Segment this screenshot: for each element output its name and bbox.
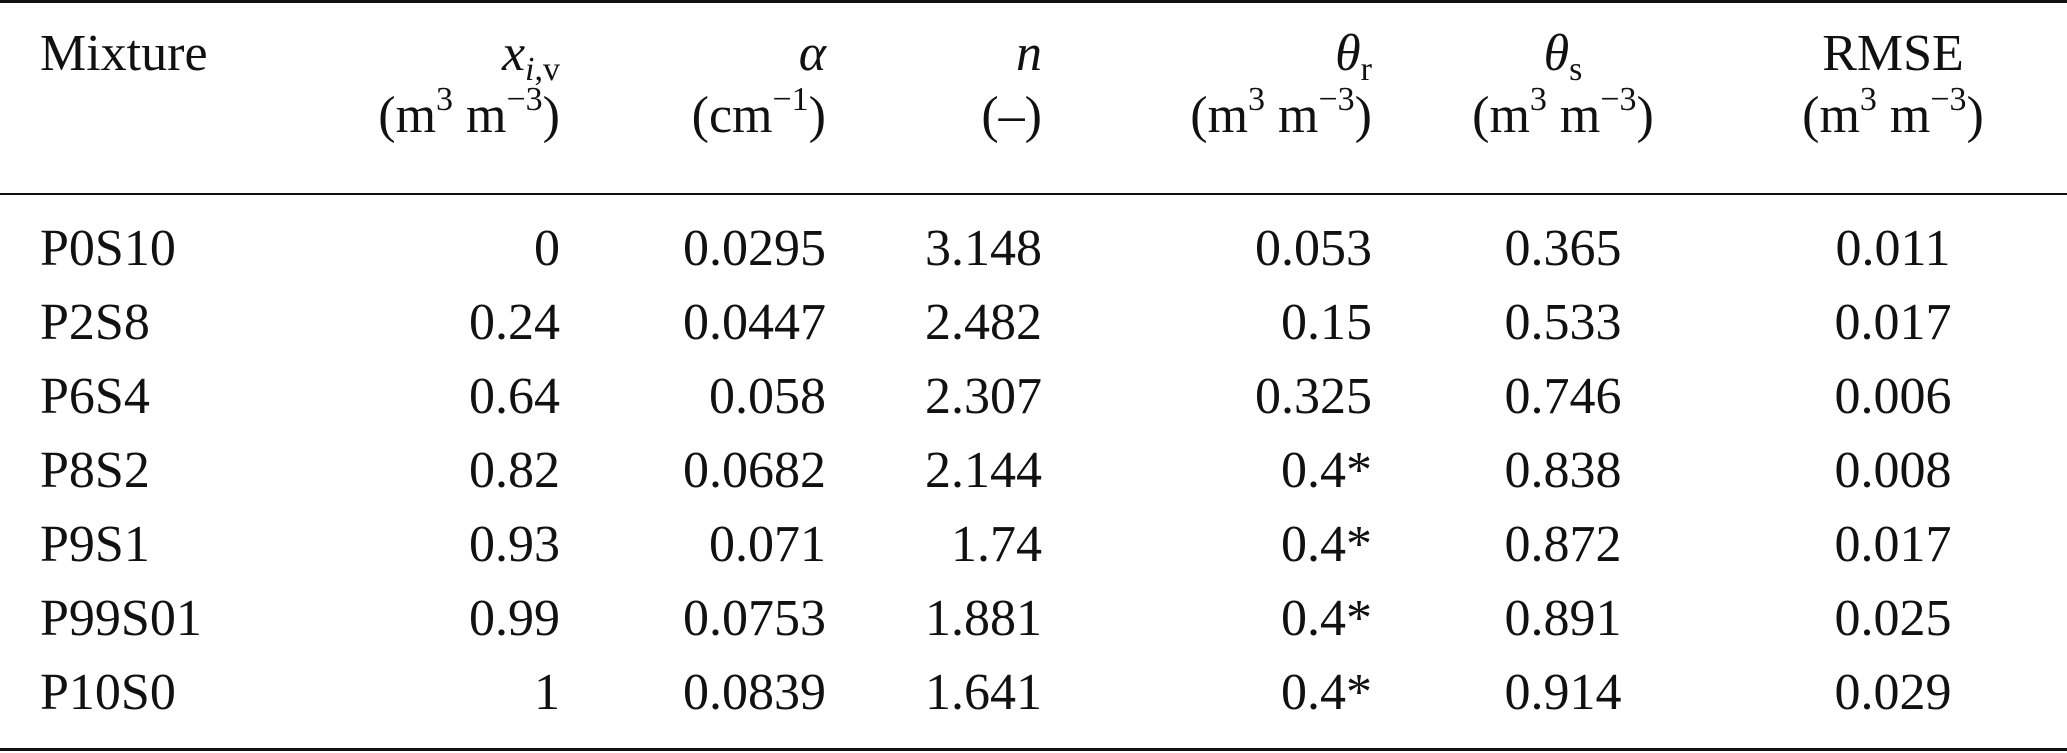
header-rule (0, 193, 2067, 195)
cell-mixture: P8S2 (40, 442, 150, 499)
cell-volume-fraction: 0.93 (469, 516, 560, 573)
table-row: P0S10 0 0.0295 3.148 0.053 0.365 0.011 (0, 212, 2067, 286)
cell-rmse: 0.011 (1835, 220, 1951, 277)
cell-theta-s: 0.365 (1504, 220, 1622, 277)
cell-theta-r: 0.4* (1281, 590, 1372, 647)
cell-theta-r: 0.325 (1255, 368, 1372, 425)
cell-theta-r: 0.15 (1281, 294, 1372, 351)
bottom-rule (0, 748, 2067, 751)
table-row: P9S1 0.93 0.071 1.74 0.4* 0.872 0.017 (0, 508, 2067, 582)
cell-rmse: 0.006 (1834, 368, 1952, 425)
cell-n: 1.881 (925, 590, 1042, 647)
header-n: n (–) (981, 25, 1042, 144)
cell-alpha: 0.058 (709, 368, 826, 425)
cell-alpha: 0.0839 (683, 664, 826, 721)
cell-theta-r: 0.4* (1281, 516, 1372, 573)
cell-n: 2.144 (925, 442, 1042, 499)
cell-mixture: P10S0 (40, 664, 176, 721)
cell-n: 1.641 (925, 664, 1042, 721)
cell-theta-s: 0.533 (1504, 294, 1622, 351)
cell-mixture: P2S8 (40, 294, 150, 351)
cell-volume-fraction: 1 (534, 664, 560, 721)
cell-alpha: 0.0682 (683, 442, 826, 499)
cell-volume-fraction: 0.24 (469, 294, 560, 351)
cell-theta-r: 0.4* (1281, 442, 1372, 499)
cell-rmse: 0.029 (1834, 664, 1952, 721)
header-volume-fraction: xi,v (m3 m−3) (378, 25, 560, 144)
cell-theta-s: 0.872 (1504, 516, 1622, 573)
table-row: P6S4 0.64 0.058 2.307 0.325 0.746 0.006 (0, 360, 2067, 434)
cell-rmse: 0.017 (1834, 294, 1952, 351)
cell-rmse: 0.008 (1834, 442, 1952, 499)
cell-alpha: 0.0447 (683, 294, 826, 351)
cell-volume-fraction: 0.99 (469, 590, 560, 647)
top-rule (0, 0, 2067, 3)
cell-alpha: 0.0753 (683, 590, 826, 647)
header-theta-s: θs (m3 m−3) (1472, 25, 1654, 144)
table-row: P2S8 0.24 0.0447 2.482 0.15 0.533 0.017 (0, 286, 2067, 360)
cell-rmse: 0.017 (1834, 516, 1952, 573)
cell-alpha: 0.0295 (683, 220, 826, 277)
table-header: Mixture xi,v (m3 m−3) α (cm−1) n (–) θr … (0, 0, 2067, 193)
cell-theta-s: 0.891 (1504, 590, 1622, 647)
cell-rmse: 0.025 (1834, 590, 1952, 647)
cell-theta-s: 0.914 (1504, 664, 1622, 721)
header-mixture: Mixture (40, 25, 208, 82)
cell-alpha: 0.071 (709, 516, 826, 573)
header-theta-r: θr (m3 m−3) (1190, 25, 1372, 144)
header-rmse: RMSE (m3 m−3) (1802, 25, 1984, 144)
cell-mixture: P0S10 (40, 220, 176, 277)
cell-volume-fraction: 0.82 (469, 442, 560, 499)
cell-theta-r: 0.4* (1281, 664, 1372, 721)
table-row: P8S2 0.82 0.0682 2.144 0.4* 0.838 0.008 (0, 434, 2067, 508)
cell-mixture: P99S01 (40, 590, 202, 647)
cell-n: 1.74 (951, 516, 1042, 573)
cell-n: 2.307 (925, 368, 1042, 425)
table-row: P99S01 0.99 0.0753 1.881 0.4* 0.891 0.025 (0, 582, 2067, 656)
cell-mixture: P9S1 (40, 516, 150, 573)
cell-theta-s: 0.838 (1504, 442, 1622, 499)
header-alpha: α (cm−1) (691, 25, 826, 144)
cell-mixture: P6S4 (40, 368, 150, 425)
cell-volume-fraction: 0 (534, 220, 560, 277)
cell-n: 2.482 (925, 294, 1042, 351)
cell-n: 3.148 (925, 220, 1042, 277)
table-row: P10S0 1 0.0839 1.641 0.4* 0.914 0.029 (0, 656, 2067, 730)
cell-volume-fraction: 0.64 (469, 368, 560, 425)
cell-theta-s: 0.746 (1504, 368, 1622, 425)
cell-theta-r: 0.053 (1255, 220, 1372, 277)
